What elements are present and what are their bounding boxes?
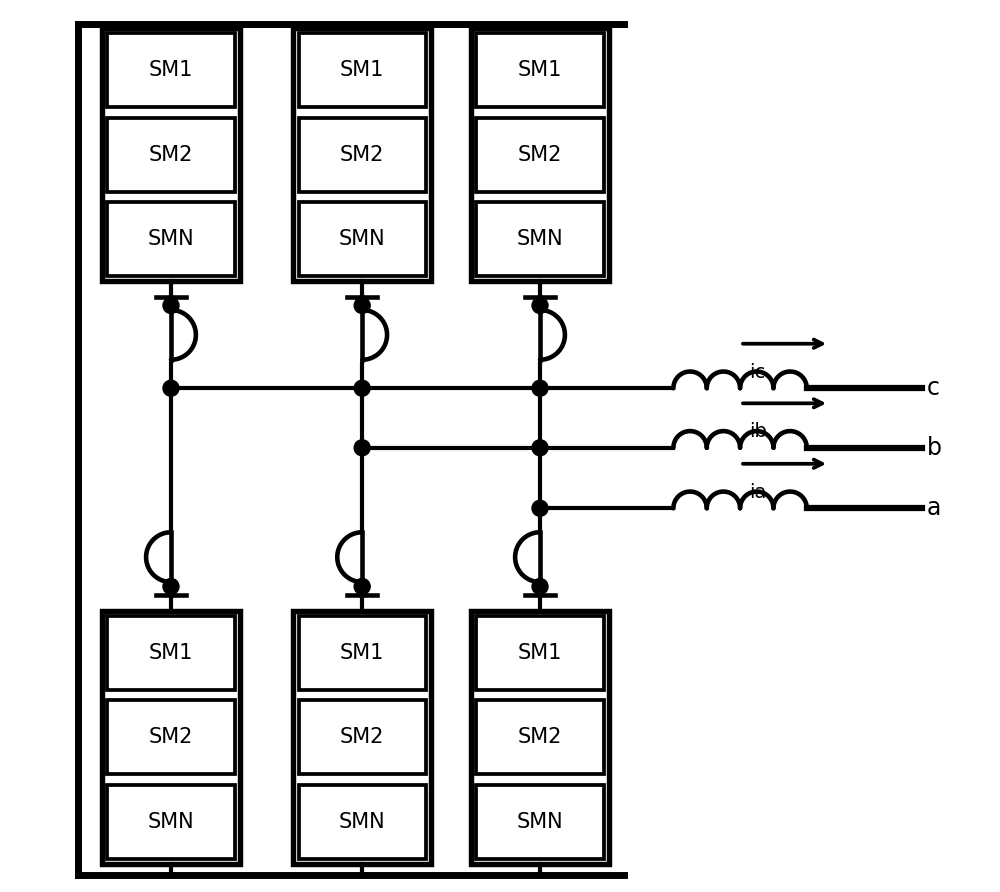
Text: SM2: SM2: [149, 727, 193, 747]
Circle shape: [532, 500, 548, 516]
Bar: [476, 700, 604, 774]
Bar: [299, 202, 426, 277]
Bar: [107, 118, 235, 192]
Circle shape: [532, 579, 548, 594]
Text: SM2: SM2: [340, 145, 384, 165]
Text: SMN: SMN: [148, 229, 194, 249]
Text: SM1: SM1: [149, 643, 193, 663]
Bar: [102, 28, 240, 282]
Text: c: c: [927, 376, 940, 401]
Bar: [476, 118, 604, 192]
Bar: [299, 700, 426, 774]
Text: SM2: SM2: [518, 727, 562, 747]
Text: SMN: SMN: [339, 229, 385, 249]
Bar: [107, 33, 235, 107]
Text: a: a: [927, 496, 941, 520]
Text: SM1: SM1: [340, 61, 384, 80]
Bar: [293, 28, 431, 282]
Bar: [107, 785, 235, 859]
Bar: [471, 28, 609, 282]
Bar: [476, 785, 604, 859]
Text: SM1: SM1: [518, 61, 562, 80]
Text: ib: ib: [749, 422, 767, 442]
Text: SMN: SMN: [339, 812, 385, 831]
Bar: [476, 615, 604, 690]
Text: SMN: SMN: [517, 229, 563, 249]
Bar: [476, 33, 604, 107]
Circle shape: [532, 440, 548, 456]
Text: SMN: SMN: [148, 812, 194, 831]
Bar: [299, 615, 426, 690]
Circle shape: [163, 298, 179, 313]
Text: ia: ia: [749, 483, 766, 501]
Text: SM2: SM2: [518, 145, 562, 165]
Circle shape: [163, 579, 179, 594]
Bar: [299, 33, 426, 107]
Bar: [476, 202, 604, 277]
Circle shape: [354, 298, 370, 313]
Text: SM1: SM1: [149, 61, 193, 80]
Bar: [107, 615, 235, 690]
Circle shape: [354, 380, 370, 396]
Text: ic: ic: [749, 362, 765, 382]
Circle shape: [354, 579, 370, 594]
Text: SM2: SM2: [149, 145, 193, 165]
Bar: [107, 202, 235, 277]
Circle shape: [532, 298, 548, 313]
Bar: [293, 610, 431, 864]
Bar: [299, 785, 426, 859]
Text: SM1: SM1: [340, 643, 384, 663]
Bar: [107, 700, 235, 774]
Bar: [299, 118, 426, 192]
Bar: [471, 610, 609, 864]
Bar: [102, 610, 240, 864]
Text: SMN: SMN: [517, 812, 563, 831]
Circle shape: [532, 380, 548, 396]
Text: SM2: SM2: [340, 727, 384, 747]
Circle shape: [354, 440, 370, 456]
Text: SM1: SM1: [518, 643, 562, 663]
Text: b: b: [927, 436, 942, 459]
Circle shape: [163, 380, 179, 396]
